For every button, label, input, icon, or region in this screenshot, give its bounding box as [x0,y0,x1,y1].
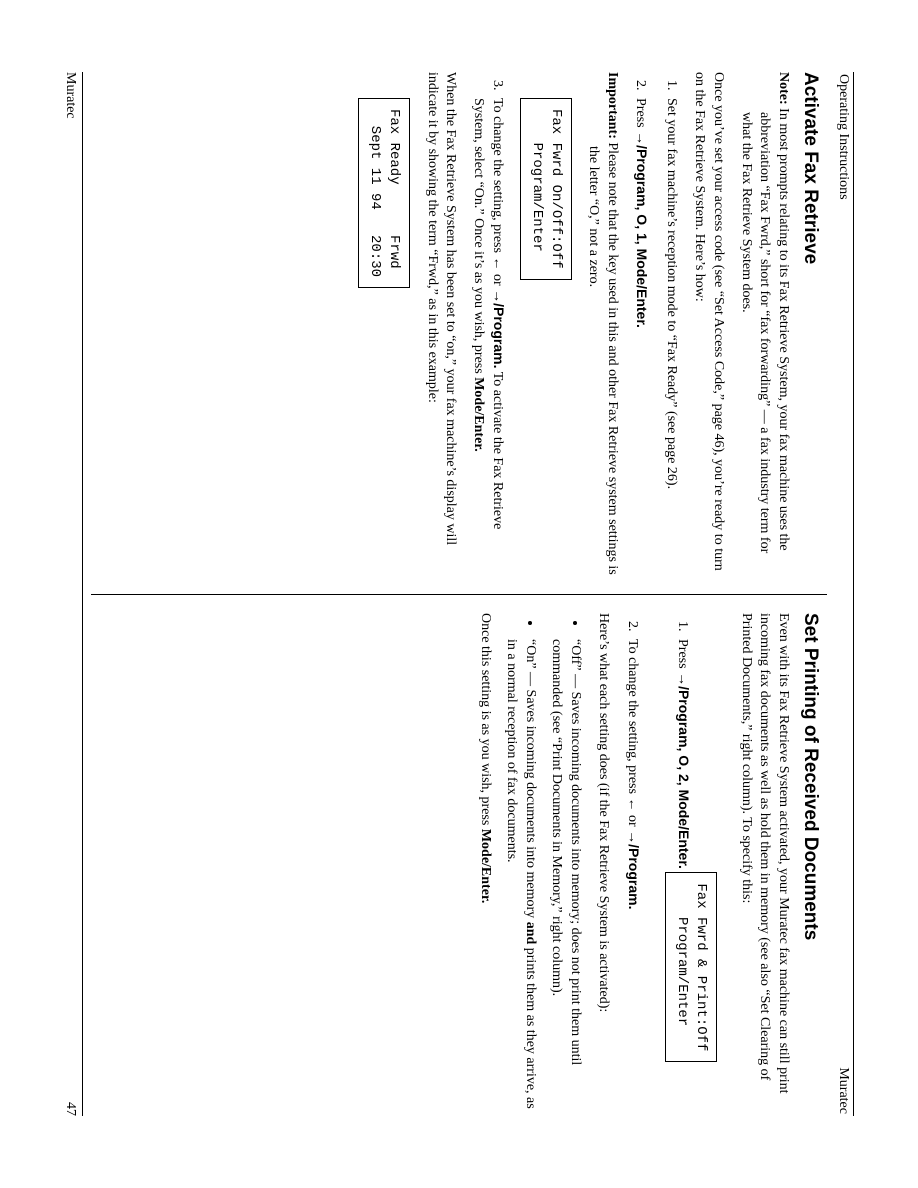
running-head-left: Operating Instructions [835,74,851,200]
running-head-right: Muratec [835,1067,851,1114]
left-after: When the Fax Retrieve System has been se… [422,72,459,576]
running-head: Operating Instructions Muratec [827,72,853,1116]
lcd1-line1: Fax Fwrd On/Off:Off [548,109,564,269]
lcd1-line2: Program/Enter [529,109,545,252]
left-step-1: Set your fax machine’s reception mode to… [661,94,679,576]
important-label: Important: [605,72,620,142]
lcd2-line2: Sept 11 94 20:30 [367,109,383,277]
left-step-2-seq: →/Program, O, 1, Mode/Enter. [634,131,650,328]
right-intro: Even with its Fax Retrieve System activa… [737,613,792,1116]
left-step-3-seq1: ← [491,256,507,270]
left-step-2-pre: Press [633,98,648,131]
lcdR-line1: Fax Fwrd & Print:Off [693,883,709,1051]
right-step-1-pre: Press [675,639,690,672]
left-steps-3: To change the setting, press ← or →/Prog… [469,72,508,576]
left-steps-1-2: Set your fax machine’s reception mode to… [631,72,680,576]
important-text: Please note that the key used in this an… [586,142,619,574]
lcd-fax-fwrd-print: Fax Fwrd & Print:Off Program/Enter [665,872,717,1062]
right-close: Once this setting is as you wish, press … [475,613,493,1116]
body-columns: Activate Fax Retrieve Note: In most prom… [91,72,827,1116]
lcd2-line1: Fax Ready Frwd [386,109,402,269]
left-step-3-seq3: Mode/Enter. [471,377,486,452]
right-close-seq: Mode/Enter. [478,829,493,904]
right-bullets: “Off” — Saves incoming documents into me… [502,613,584,1116]
right-step-2-a: To change the setting, press [625,639,640,797]
footer-left: Muratec [62,72,78,119]
left-step-3-seq2: →/Program. [491,289,507,368]
manual-page: Operating Instructions Muratec Activate … [44,44,874,1144]
left-step-3-a: To change the setting, press [490,98,505,256]
sheet: manualshive.com Operating Instructions M… [0,0,918,1188]
note-label: Note: [776,72,791,108]
right-close-a: Once this setting is as you wish, press [478,613,493,829]
right-lead: Here’s what each setting does (if the Fa… [594,613,612,1116]
right-step-2: To change the setting, press ← or →/Prog… [622,635,642,1116]
right-step-1: Press →/Program, O, 2, Mode/Enter. Fax F… [653,635,727,1116]
footer: Muratec 47 [62,72,83,1116]
left-step-2: Press →/Program, O, 1, Mode/Enter. [631,94,651,576]
top-rule [853,72,854,1116]
right-steps: Press →/Program, O, 2, Mode/Enter. Fax F… [622,613,726,1116]
left-important: Important: Please note that the key used… [584,72,621,576]
left-intro: Once you’ve set your access code (see “S… [690,72,727,576]
right-step-2-seq2: →/Program. [626,830,642,909]
left-step-3-b: or [490,270,505,289]
right-step-2-b: or [625,811,640,830]
right-column: Set Printing of Received Documents Even … [91,594,827,1116]
right-step-2-seq1: ← [626,797,642,811]
lcdR-line2: Program/Enter [674,883,690,1026]
left-note: Note: In most prompts relating to its Fa… [737,72,792,576]
lcd-fax-fwrd-onoff: Fax Fwrd On/Off:Off Program/Enter [520,98,572,280]
bullet-on-bold: and [523,922,538,945]
left-column: Activate Fax Retrieve Note: In most prom… [91,72,827,594]
bullet-on: “On” — Saves incoming documents into mem… [502,635,539,1116]
note-text: In most prompts relating to its Fax Retr… [739,108,791,553]
bullet-off: “Off” — Saves incoming documents into me… [547,635,584,1116]
footer-right: 47 [62,1102,78,1116]
right-title: Set Printing of Received Documents [798,613,823,1116]
left-step-3: To change the setting, press ← or →/Prog… [469,94,508,576]
left-title: Activate Fax Retrieve [798,72,823,576]
bullet-on-a: “On” — Saves incoming documents into mem… [523,639,538,922]
right-step-1-seq: →/Program, O, 2, Mode/Enter. [676,672,692,869]
lcd-fax-ready: Fax Ready Frwd Sept 11 94 20:30 [358,98,410,288]
